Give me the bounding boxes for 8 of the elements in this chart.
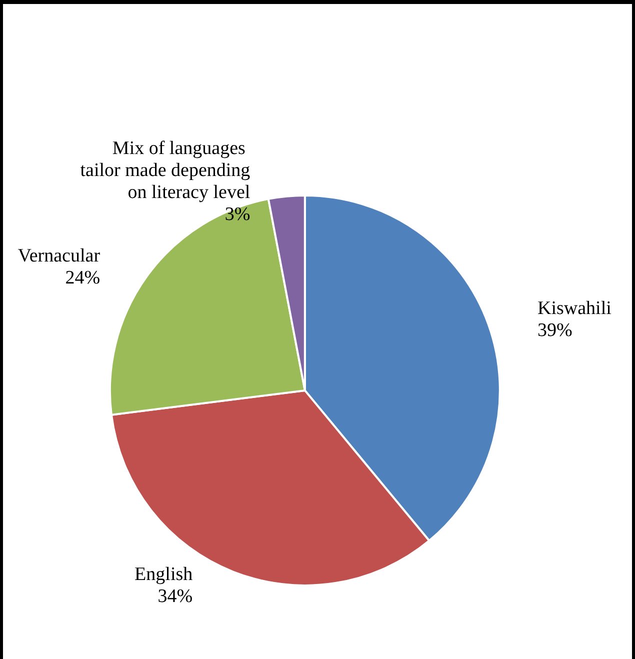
data-label: 3% bbox=[224, 204, 250, 225]
slice-label: Kiswahili bbox=[537, 298, 612, 319]
data-label: 24% bbox=[65, 268, 100, 289]
data-label: 39% bbox=[537, 320, 572, 341]
slice-label: English bbox=[134, 564, 194, 586]
slice-label: Mix of languages tailor made depending on literacy level bbox=[80, 138, 251, 203]
slice-label: Vernacular bbox=[18, 246, 101, 267]
data-label: 34% bbox=[158, 586, 193, 608]
